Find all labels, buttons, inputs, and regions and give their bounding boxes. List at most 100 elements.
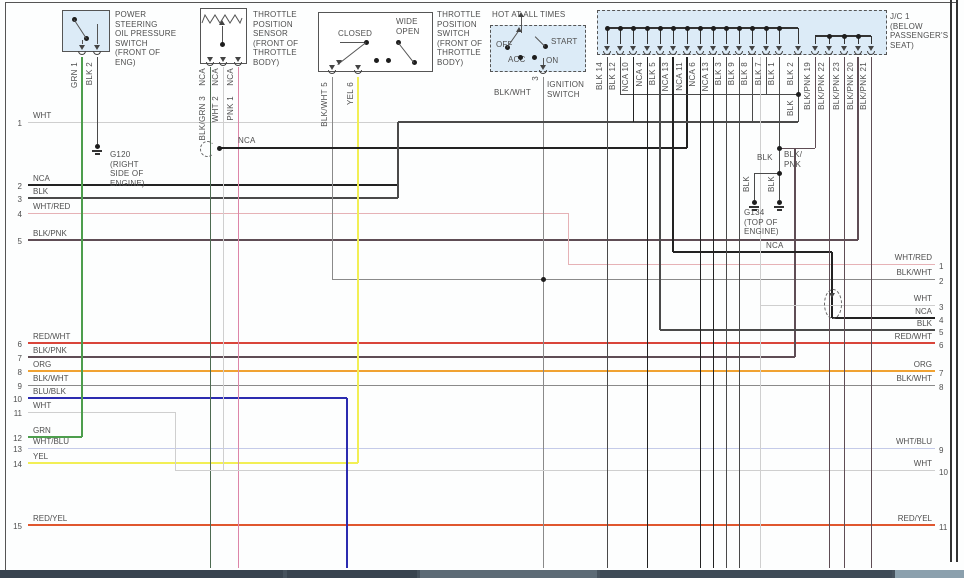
jc1-pin-stub [870,36,872,44]
wire-segment [28,342,935,344]
wire-label: BLK [742,176,751,193]
wire-segment [175,469,935,471]
wire-segment [28,524,935,526]
wire-label: NCA [198,68,207,86]
jc1-pin-stub [619,28,621,44]
wire-segment [831,252,833,318]
connector-cup-icon [354,70,362,74]
off-label: OFF [496,40,513,49]
inline-connector-icon [824,289,842,319]
wire-segment [753,173,755,200]
power-steering-switch-label: POWER STEERING OIL PRESSURE SWITCH (FRON… [115,10,177,67]
jc1-pin-label: BLK 7 [754,62,763,86]
junction-dot [776,170,782,176]
right-row-label: WHT [913,294,932,303]
wire-segment [219,147,687,149]
left-row-label: WHT/RED [33,202,71,211]
jc1-pin-stub [751,28,753,44]
wire-segment [81,40,83,44]
wire-label: NCA [226,68,235,86]
left-row-label: BLK [33,187,49,196]
wire-segment [950,0,952,562]
jc1-pin-label: BLK/PNK 19 [803,62,812,110]
left-row-number: 15 [13,522,22,531]
left-row-label: NCA [33,174,50,183]
bus-junction-dot [855,33,861,39]
wire-segment [607,27,798,29]
ground-dot [776,199,782,205]
wire-segment [398,121,798,123]
connector-cup-icon [234,62,242,66]
scrollbar-segment[interactable] [287,570,417,578]
left-row-label: GRN [33,426,51,435]
wire-segment [738,57,740,568]
connector-arrow-icon [630,46,636,51]
jc1-pin-label: BLK 1 [767,62,776,86]
ignition-wire-label: BLK/WHT [494,88,531,97]
wire-segment [96,57,98,144]
junction-dot [385,57,391,63]
connector-cup-icon [93,51,101,55]
jc1-pin-stub [712,28,714,44]
bus-junction-dot [841,33,847,39]
wire-label: BLK/ PNK [784,150,803,169]
wire-segment [4,2,6,570]
right-row-number: 11 [939,523,948,532]
wire-segment [28,462,358,464]
scrollbar-segment[interactable] [420,570,597,578]
left-row-label: WHT [33,401,52,410]
wire-segment [357,77,359,463]
jc1-pin-stub [738,28,740,44]
jc1-pin-stub [672,28,674,44]
arrowhead-icon [219,20,225,25]
ground-dot [94,143,100,149]
arrowhead-icon [518,12,524,17]
junction-dot [216,145,222,151]
wire-segment [760,304,935,306]
scrollbar-segment[interactable] [0,570,283,578]
wire-segment [28,411,175,413]
ground-symbol-icon [749,206,759,208]
right-row-number: 2 [939,277,944,286]
wire-segment [797,57,799,122]
wire-segment [870,57,872,568]
scrollbar-segment[interactable] [600,570,892,578]
wire-segment [331,77,333,279]
wire-segment [28,370,935,372]
ground-symbol-icon [94,153,100,155]
wire-segment [5,1,957,3]
connector-arrow-icon [723,46,729,51]
wire-segment [956,0,958,562]
wire-label: YEL 6 [346,82,355,105]
connector-arrow-icon [749,46,755,51]
resistor-zigzag-icon [201,13,243,25]
left-row-number: 10 [13,395,22,404]
wire-label: BLK/WHT 5 [320,82,329,127]
connector-arrow-icon [355,65,361,70]
hot-at-all-times-label: HOT AT ALL TIMES [492,10,566,19]
connector-arrow-icon [684,46,690,51]
jc1-pin-label: NCA 13 [701,62,710,92]
wire-segment [237,67,239,568]
scrollbar-segment[interactable] [895,570,964,578]
left-row-label: YEL [33,452,49,461]
connector-arrow-icon [776,46,782,51]
left-row-label: BLU/BLK [33,387,66,396]
connector-cup-icon [328,70,336,74]
wire-segment [778,57,780,173]
connector-cup-icon [206,62,214,66]
connector-arrow-icon [220,57,226,62]
left-row-label: RED/YEL [33,514,68,523]
start-label: START [551,37,578,46]
connector-arrow-icon [736,46,742,51]
left-row-number: 4 [17,210,22,219]
wire-segment [568,263,935,265]
connector-arrow-icon [841,46,847,51]
wire-segment [632,57,634,122]
jc1-pin-label: NCA 6 [688,62,697,87]
ground-dot [751,199,757,205]
left-row-number: 12 [13,434,22,443]
jc1-pin-label: BLK 2 [786,62,795,86]
wire-label: NCA [211,68,220,86]
right-row-label: RED/WHT [894,332,932,341]
